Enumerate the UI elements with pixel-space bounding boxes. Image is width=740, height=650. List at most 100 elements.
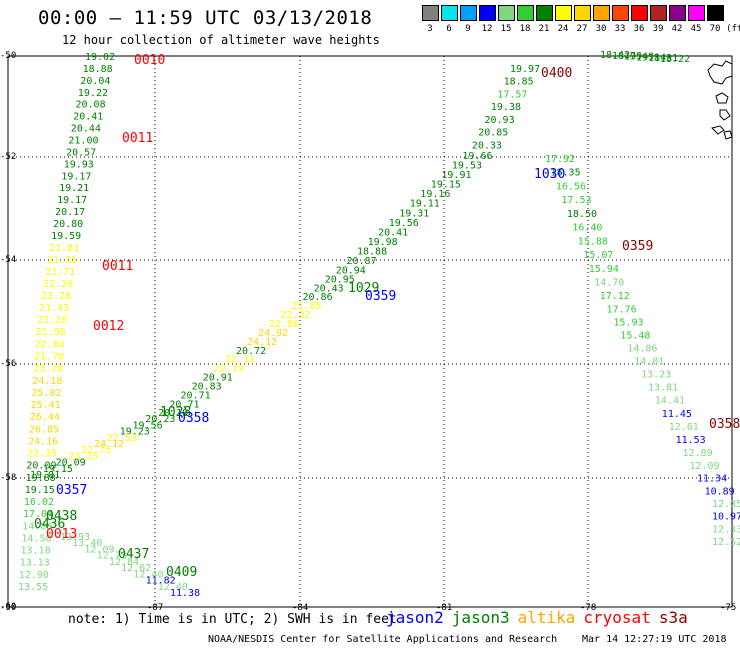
wave-height-value: 24.92 xyxy=(258,328,288,339)
wave-height-value: 13.93 xyxy=(60,532,90,543)
wave-height-value: 19.31 xyxy=(399,208,429,219)
wave-height-value: 17.92 xyxy=(545,154,575,165)
scale-label: 21 xyxy=(538,24,550,34)
wave-height-value: 17.12 xyxy=(600,291,630,302)
wave-height-value: 14.88 xyxy=(22,521,52,532)
map-frame xyxy=(7,55,733,608)
wave-height-value: 16.56 xyxy=(556,181,586,192)
wave-height-value: 22.84 xyxy=(35,339,65,350)
scale-swatch xyxy=(707,5,724,21)
wave-height-value: 19.02 xyxy=(85,52,115,63)
scale-swatch xyxy=(460,5,477,21)
wave-height-value: 21.78 xyxy=(34,352,64,363)
wave-height-value: 12.73 xyxy=(97,551,127,562)
wave-height-value: 21.85 xyxy=(291,301,321,312)
pass-time-label: 0438 xyxy=(46,509,77,524)
legend-jason2: jason2 xyxy=(386,608,444,627)
wave-height-value: 11.53 xyxy=(676,435,706,446)
latitude-label: -54 xyxy=(0,255,17,265)
scale-swatch xyxy=(422,5,439,21)
wave-height-value: 20.41 xyxy=(73,112,103,123)
map-title: 00:00 – 11:59 UTC 03/13/2018 xyxy=(38,7,373,29)
wave-height-value: 20.19 xyxy=(158,408,188,419)
scale-label: 24 xyxy=(557,24,569,34)
wave-height-value: 10.97 xyxy=(712,512,740,523)
longitude-label: -75 xyxy=(720,603,737,613)
wave-height-value: 21.00 xyxy=(68,136,98,147)
wave-height-value: 12.89 xyxy=(683,448,713,459)
wave-height-value: 11.34 xyxy=(697,474,727,485)
wave-height-value: 10.89 xyxy=(705,486,735,497)
wave-height-value: 19.17 xyxy=(57,195,87,206)
scale-swatch xyxy=(574,5,591,21)
longitude-label: -81 xyxy=(436,603,453,613)
wave-height-value: 19.38 xyxy=(491,102,521,113)
wave-height-value: 14.86 xyxy=(627,344,657,355)
wave-height-value: 21.43 xyxy=(39,303,69,314)
wave-height-value: 22.19 xyxy=(214,364,244,375)
wave-height-value: 19.91 xyxy=(441,170,471,181)
wave-height-value: 16.02 xyxy=(24,497,54,508)
wave-height-value: 19.17 xyxy=(61,171,91,182)
wave-height-value: 19.88 xyxy=(26,473,56,484)
scale-swatch xyxy=(650,5,667,21)
wave-height-value: 20.71 xyxy=(181,391,211,402)
pass-time-label: 0358 xyxy=(178,411,209,426)
wave-height-value: 21.81 xyxy=(49,243,79,254)
wave-height-value: 22.86 xyxy=(269,319,299,330)
pass-time-label: 1028 xyxy=(160,405,191,420)
scale-label: 3 xyxy=(427,24,433,34)
wave-height-value: 12.62 xyxy=(121,563,151,574)
wave-height-value: 19.21 xyxy=(59,183,89,194)
wave-height-value: 18.31 xyxy=(648,53,678,64)
wave-height-value: 24.16 xyxy=(28,436,58,447)
wave-height-value: 16.40 xyxy=(572,223,602,234)
wave-height-value: 12.40 xyxy=(158,582,188,593)
wave-height-value: 20.85 xyxy=(478,128,508,139)
wave-height-value: 19.53 xyxy=(452,160,482,171)
wave-height-value: 20.95 xyxy=(325,274,355,285)
pass-time-label: 0013 xyxy=(46,527,77,542)
wave-height-value: 20.91 xyxy=(203,373,233,384)
legend-jason3: jason3 xyxy=(451,608,510,627)
wave-height-value: 15.94 xyxy=(589,264,619,275)
wave-height-value: 12.33 xyxy=(712,524,740,535)
wave-height-value: 19.93 xyxy=(64,159,94,170)
wave-height-value: 22.35 xyxy=(27,449,57,460)
time-labels: 0010 0011 0011 0012 0013 0400 0359 0358 1030 1029… xyxy=(34,53,740,580)
wave-height-value: 11.45 xyxy=(662,409,692,420)
scale-swatch xyxy=(498,5,515,21)
footer-note: note: 1) Time is in UTC; 2) SWH is in fe… xyxy=(68,612,397,627)
wave-height-value: 13.23 xyxy=(641,370,671,381)
wave-height-value: 13.40 xyxy=(72,538,102,549)
wave-height-value: 20.43 xyxy=(314,283,344,294)
longitude-label: -84 xyxy=(292,603,309,613)
pass-time-label: 0011 xyxy=(102,259,133,274)
scale-label: 15 xyxy=(500,24,512,34)
latitude-label: -58 xyxy=(0,473,17,483)
wave-height-value: 12.52 xyxy=(712,537,740,548)
pass-time-label: 1029 xyxy=(348,281,379,296)
legend-altika: altika xyxy=(517,608,576,627)
wave-height-value: 20.09 xyxy=(56,458,86,469)
wave-height-value: 17.04 xyxy=(23,509,53,520)
map-subtitle: 12 hour collection of altimeter wave hei… xyxy=(62,33,380,47)
island-shape xyxy=(719,109,731,121)
scale-swatch xyxy=(441,5,458,21)
altimeter-map: 19.0218.8820.0419.2220.0820.4120.4421.00… xyxy=(7,50,740,608)
credit-line: NOAA/NESDIS Center for Satellite Applica… xyxy=(208,634,558,645)
scale-unit: (ft) xyxy=(726,24,740,34)
wave-height-value: 22.53 xyxy=(107,433,137,444)
wave-height-value: 24.12 xyxy=(247,337,277,348)
wave-height-value: 20.86 xyxy=(303,292,333,303)
wave-height-value: 19.49 xyxy=(624,52,654,63)
wave-height-value: 21.98 xyxy=(36,327,66,338)
wave-height-value: 15.88 xyxy=(578,236,608,247)
island-shape xyxy=(715,92,729,104)
wave-height-tracks: 19.0218.8820.0419.2220.0820.4120.4421.00… xyxy=(18,50,740,599)
pass-time-label: 0358 xyxy=(709,417,740,432)
legend-cryosat: cryosat xyxy=(583,608,651,627)
scale-swatch xyxy=(669,5,686,21)
wave-height-value: 20.57 xyxy=(66,147,96,158)
pass-time-label: 0359 xyxy=(365,289,396,304)
